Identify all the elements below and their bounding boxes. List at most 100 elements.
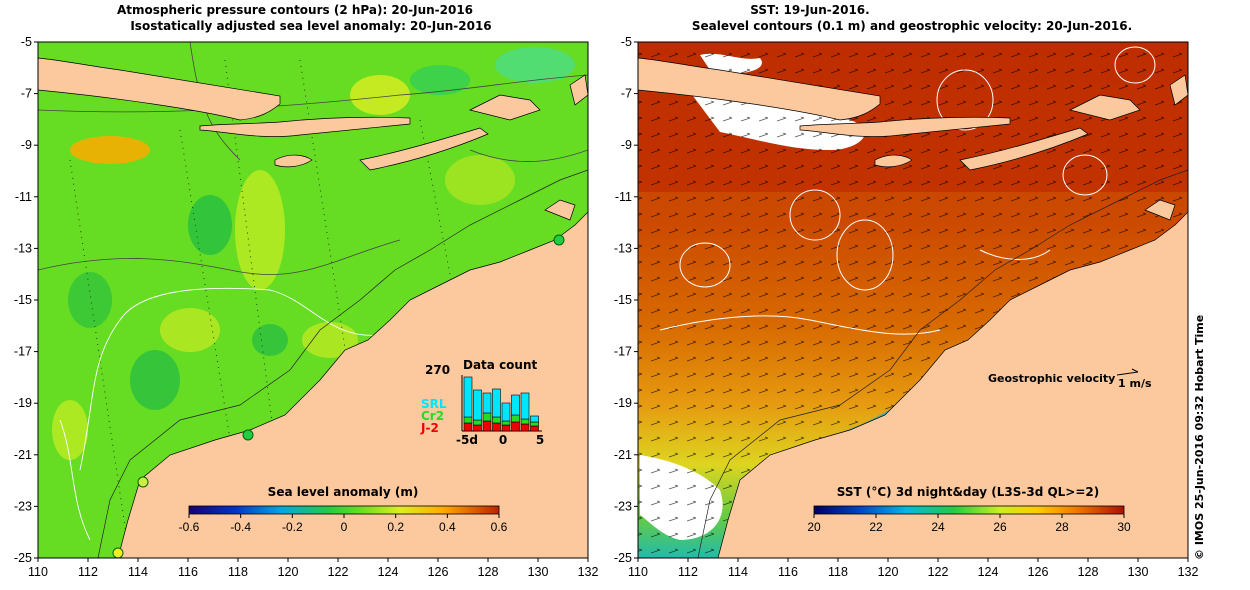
sla-lat-tick-label: -23 — [14, 499, 32, 513]
sla-colorbar-tick-label: 0 — [341, 520, 348, 534]
sla-lat-tick-label: -19 — [14, 396, 32, 410]
sla-lat-tick-label: -21 — [14, 448, 32, 462]
sla-colorbar-title: Sea level anomaly (m) — [268, 485, 419, 499]
velocity-legend-arrow — [1116, 371, 1139, 376]
sla-land-java — [38, 57, 281, 121]
left-title-line2: Isostatically adjusted sea level anomaly… — [130, 19, 491, 33]
data-count-bar — [530, 421, 539, 427]
sst-colorbar: SST (°C) 3d night&day (L3S-3d QL>=2) 20 2… — [807, 485, 1131, 534]
sealevel-contour — [679, 242, 731, 288]
left-title-line1: Atmospheric pressure contours (2 hPa): 2… — [117, 3, 473, 17]
velocity-legend: Geostrophic velocity 1 m/s — [988, 368, 1152, 390]
sla-land-tanimbar — [569, 74, 588, 106]
data-count-bar — [482, 420, 492, 432]
sla-lon-tick-label: 132 — [578, 565, 599, 579]
sla-lon-tick-label: 128 — [478, 565, 499, 579]
sla-lon-tick-label: 114 — [128, 565, 148, 579]
data-count-inset: Data count 270 SRL Cr2 J-2 -5d 0 5 — [420, 358, 544, 447]
sla-high-patch — [70, 136, 150, 164]
sst-lon-tick-label: 122 — [928, 565, 949, 579]
sst-lat-tick-label: -21 — [614, 448, 632, 462]
sst-lon-tick-label: 116 — [778, 565, 798, 579]
sst-lat-tick-label: -11 — [615, 190, 632, 204]
sla-colorbar-tick-label: 0.2 — [387, 520, 404, 534]
tide-gauge-marker — [137, 476, 149, 488]
sla-high-patch — [235, 170, 285, 290]
data-count-xtick: 0 — [499, 433, 507, 447]
sla-shelf-contour — [97, 169, 588, 558]
sla-land-ne-cape — [544, 199, 576, 221]
sla-colorbar-tick-label: -0.4 — [230, 520, 251, 534]
sst-colorbar-tick-label: 30 — [1117, 520, 1131, 534]
sst-lat-tick-label: -13 — [614, 241, 632, 255]
pressure-contour — [38, 74, 588, 113]
sla-lat-tick-label: -17 — [14, 345, 32, 359]
sla-low-patch — [188, 195, 232, 255]
sst-colorbar-tick-label: 28 — [1055, 520, 1069, 534]
sst-lat-tick-label: -25 — [614, 551, 632, 565]
data-count-bar — [473, 419, 482, 426]
sla-lat-tick-label: -13 — [14, 241, 32, 255]
sealevel-contour — [1062, 154, 1108, 196]
sla-map — [38, 42, 588, 558]
sst-lon-tick-label: 128 — [1078, 565, 1099, 579]
sst-land-ne-cape — [1144, 199, 1176, 221]
sst-colorbar-tick-label: 24 — [931, 520, 945, 534]
sla-colorbar-tick-label: 0.6 — [491, 520, 508, 534]
data-count-bar — [473, 424, 482, 432]
data-count-bar — [492, 388, 501, 418]
data-count-bar — [473, 389, 482, 421]
velocity-legend-scale: 1 m/s — [1118, 377, 1152, 390]
sla-low-patch — [252, 324, 288, 356]
sla-lon-tick-label: 122 — [328, 565, 349, 579]
sla-white-contour — [59, 419, 91, 541]
data-count-bar — [511, 394, 520, 416]
sst-land-lesser-sunda — [799, 116, 1011, 137]
sst-land-sumba — [874, 154, 913, 168]
data-count-xtick: -5d — [456, 433, 478, 447]
data-count-bar — [463, 422, 473, 432]
sla-low-patch — [410, 65, 470, 95]
sst-land-timor — [959, 127, 1089, 171]
sealevel-contour — [1114, 46, 1156, 84]
sla-colorbar-bar — [188, 505, 500, 515]
sealevel-contour — [836, 219, 894, 291]
sst-lat-tick-label: -19 — [614, 396, 632, 410]
data-count-bar — [492, 422, 501, 432]
sla-lat-tick-label: -7 — [21, 87, 32, 101]
sst-lat-tick-label: -15 — [614, 293, 632, 307]
data-count-bar — [463, 416, 473, 424]
sla-white-contour — [79, 287, 381, 471]
sst-lat-tick-label: -5 — [621, 35, 632, 49]
sst-lon-tick-label: 112 — [678, 565, 698, 579]
sst-colorbar-tick-label: 22 — [869, 520, 883, 534]
sla-colorbar-tick-label: -0.2 — [282, 520, 303, 534]
pressure-contour — [38, 239, 401, 275]
sst-lon-tick-label: 130 — [1128, 565, 1149, 579]
sla-track-dots — [69, 59, 456, 558]
data-count-bar — [482, 392, 492, 414]
sealevel-contour — [979, 249, 1051, 260]
sla-lat-tick-label: -15 — [14, 293, 32, 307]
sst-lon-tick-label: 120 — [878, 565, 899, 579]
sst-lat-tick-label: -23 — [614, 499, 632, 513]
data-count-sat-cr2: Cr2 — [421, 409, 444, 423]
sla-axes: 110 112 114 116 118 120 122 124 126 128 130 132 -5 -7… — [14, 35, 599, 579]
sst-land-java — [638, 57, 881, 121]
tide-gauge-marker — [242, 429, 254, 441]
sst-axes: 110 112 114 116 118 120 122 124 126 128 130 132 -5 -7… — [614, 35, 1199, 579]
sla-colorbar: Sea level anomaly (m) -0.6 -0.4 -0.2 0 0.2 0.… — [179, 485, 508, 534]
sla-lon-tick-label: 110 — [28, 565, 48, 579]
tide-gauge-marker — [112, 547, 124, 558]
sealevel-contour — [659, 315, 941, 335]
sla-high-patch — [350, 75, 410, 115]
sst-lon-tick-label: 132 — [1178, 565, 1199, 579]
pressure-contour — [469, 149, 588, 162]
data-count-bar — [530, 415, 539, 423]
sla-lat-tick-label: -25 — [14, 551, 32, 565]
sst-land-australia — [717, 211, 1188, 558]
sst-land-islands-east — [1068, 94, 1141, 121]
data-count-title: Data count — [463, 358, 538, 372]
sla-lat-tick-label: -9 — [21, 138, 32, 152]
